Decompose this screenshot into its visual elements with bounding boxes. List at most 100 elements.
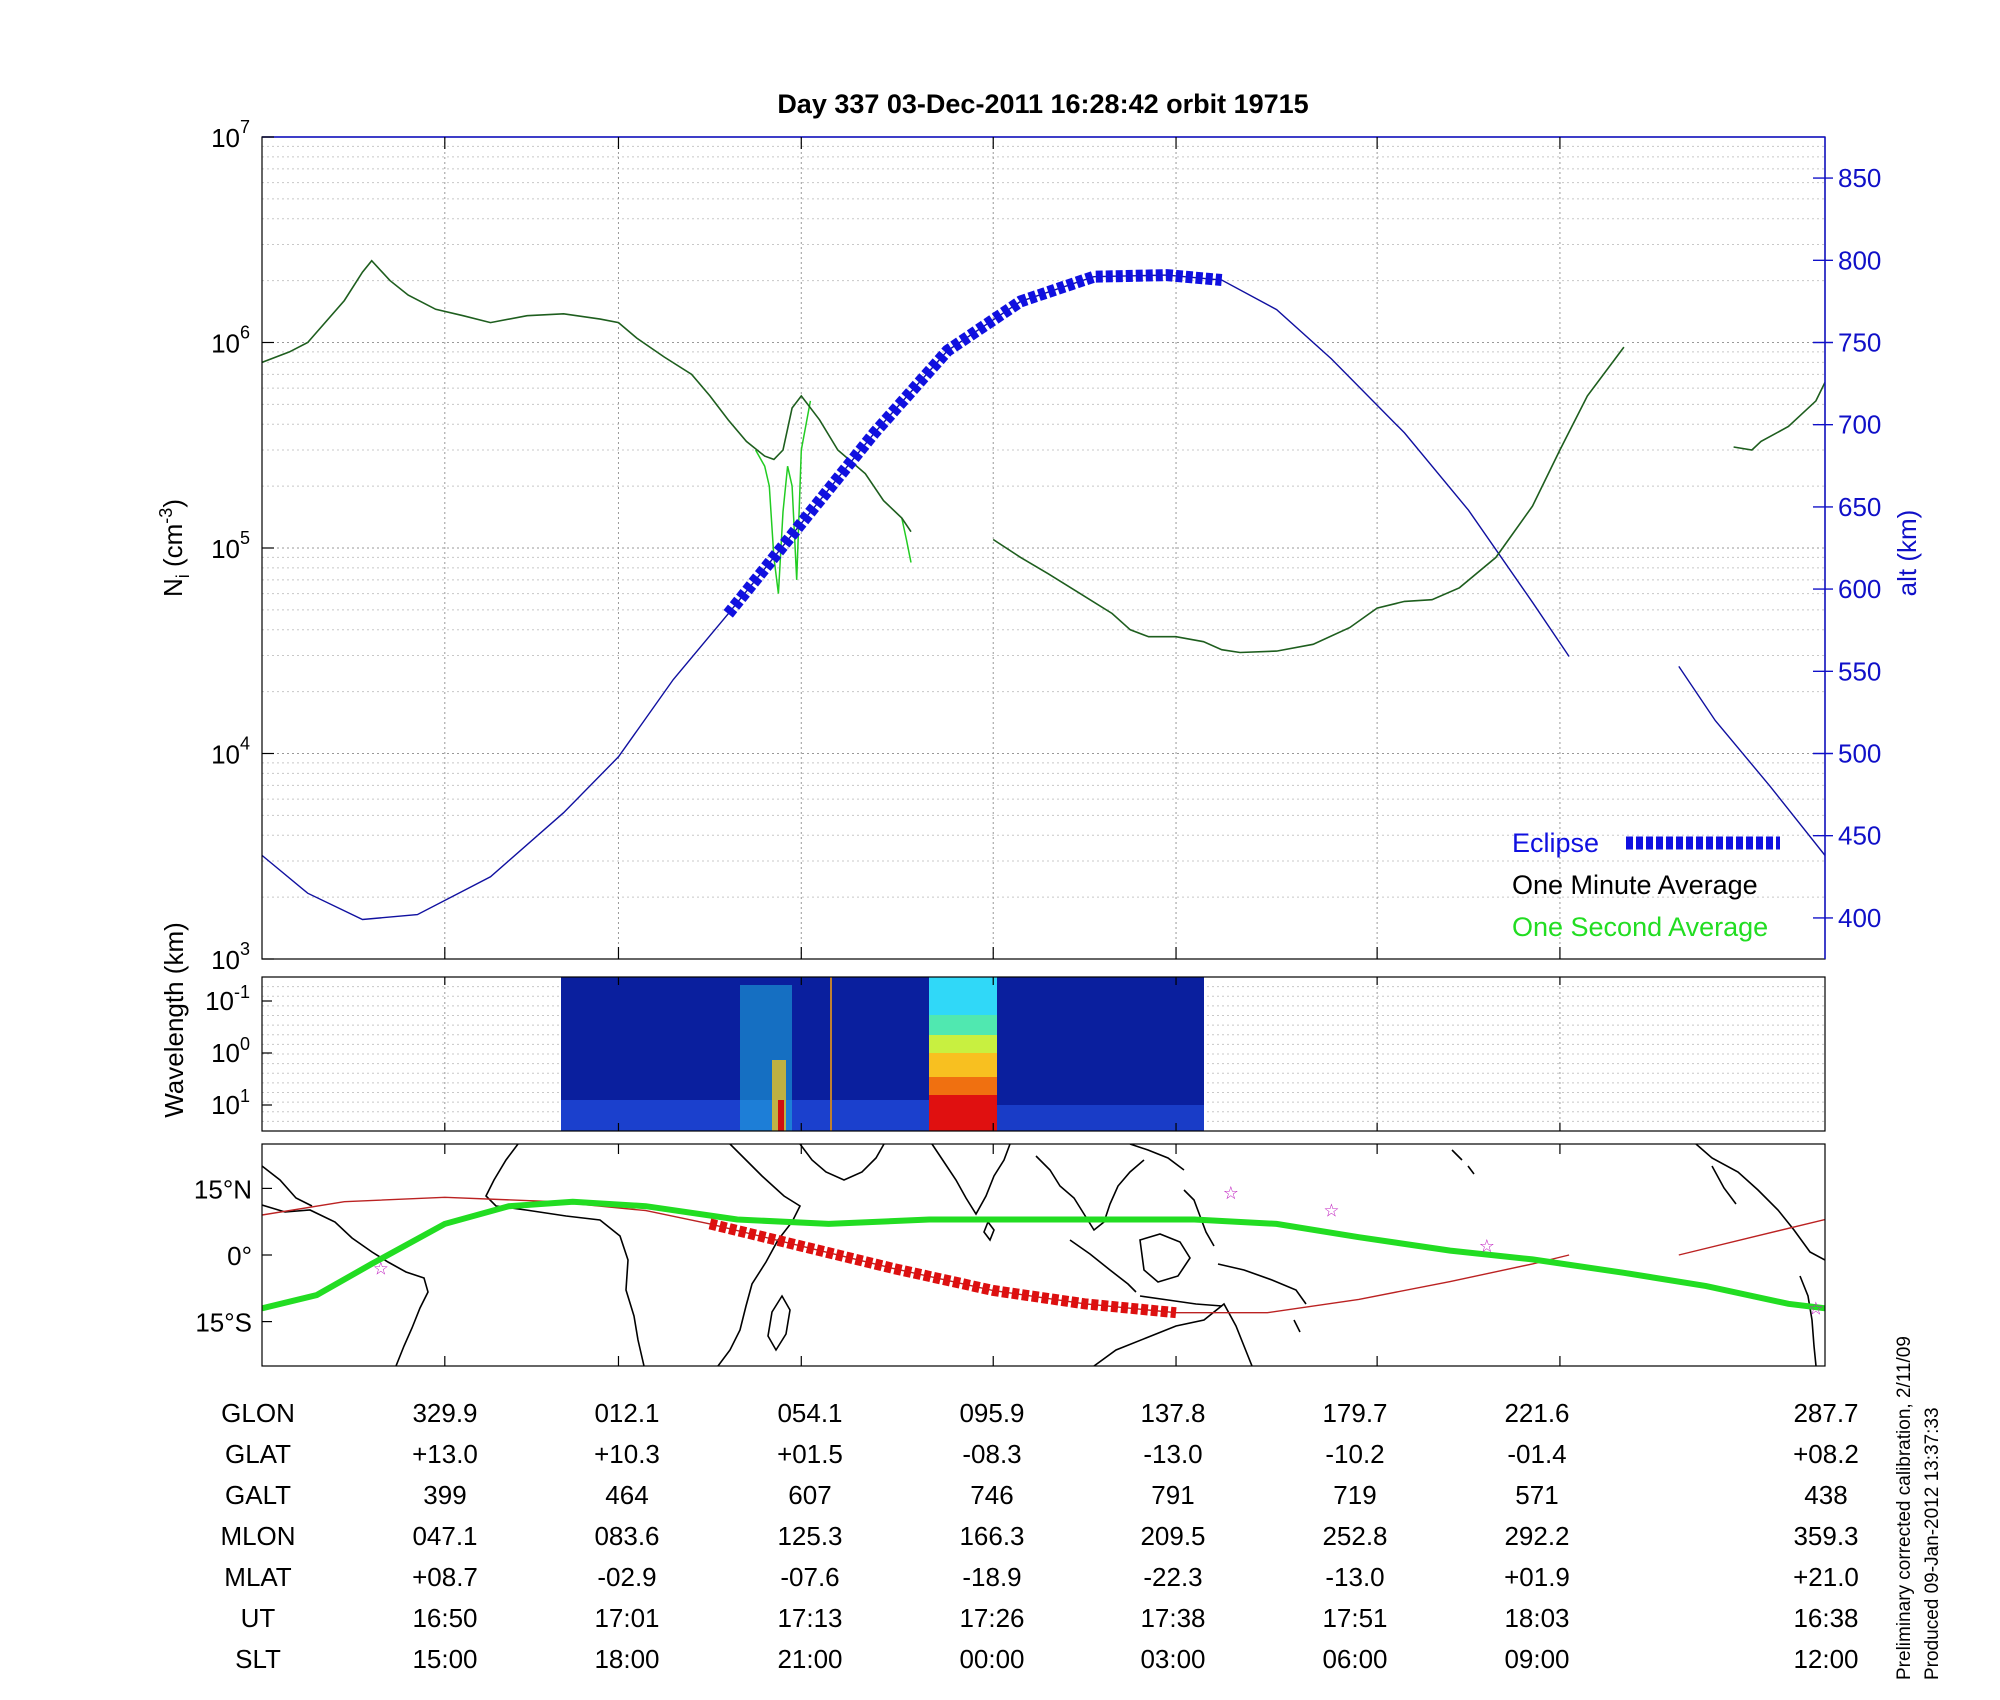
coast-arabia [799,1144,885,1181]
spectrogram-band-red [929,1095,997,1131]
altitude-tick-label: 500 [1838,739,1881,769]
coast-srilanka [983,1220,995,1242]
spectrogram-band-orange2 [929,1077,997,1095]
legend-eclipse: Eclipse [1512,828,1599,858]
density-y-label: Ni (cm-3) [156,499,193,597]
table-cell: 06:00 [1322,1644,1387,1674]
one-minute-line [992,346,1625,654]
wavelength-tick-label: 100 [211,1034,250,1068]
table-cell: 15:00 [412,1644,477,1674]
table-cell: 252.8 [1322,1521,1387,1551]
table-cell: 17:26 [959,1603,1024,1633]
table-cell: 012.1 [594,1398,659,1428]
table-cell: 329.9 [412,1398,477,1428]
tick-exponent: -1 [234,982,250,1002]
density-tick-label: 106 [211,323,250,359]
coast-java [1139,1295,1223,1307]
table-cell: 746 [970,1480,1013,1510]
latitude-tick-label: 0° [227,1241,252,1271]
chart-title: Day 337 03-Dec-2011 16:28:42 orbit 19715 [777,89,1308,119]
table-cell: -13.0 [1143,1439,1202,1469]
spectrogram-band-cyan [929,977,997,1015]
one-minute-line [262,259,912,533]
altitude-tick-label: 650 [1838,492,1881,522]
time-ticks [444,137,1561,1366]
table-cell: 464 [605,1480,648,1510]
table-cell: 209.5 [1140,1521,1205,1551]
altitude-tick-label: 800 [1838,245,1881,275]
legend: Eclipse One Minute Average One Second Av… [1512,828,1780,942]
coast-africa-west [485,1144,645,1366]
one-second-line [901,517,912,563]
spectrogram-band-orange [929,1053,997,1077]
density-y-label-unit: (cm [158,524,188,575]
altitude-tick-label: 750 [1838,328,1881,358]
spectrogram-frame [261,976,1826,1132]
tick-base: 10 [211,534,240,564]
table-cell: 719 [1333,1480,1376,1510]
table-cell: 095.9 [959,1398,1024,1428]
table-cell: -01.4 [1507,1439,1566,1469]
table-row-label: GALT [225,1480,291,1510]
table-cell: 18:00 [594,1644,659,1674]
table-cell: 12:00 [1793,1644,1858,1674]
coast-india [931,1144,1011,1216]
coast-new-guinea [1217,1263,1307,1305]
table-cell: 166.3 [959,1521,1024,1551]
produced-note: Produced 09-Jan-2012 13:37:33 [1922,1407,1943,1680]
table-cell: 125.3 [777,1521,842,1551]
coast-baja [1711,1165,1737,1205]
table-row-label: GLAT [225,1439,291,1469]
coast-central-america [262,1165,313,1207]
table-row-label: SLT [235,1644,281,1674]
table-cell: 03:00 [1140,1644,1205,1674]
tick-exponent: 3 [240,939,250,959]
star-icon: ☆ [1223,1183,1239,1203]
table-cell: 18:03 [1504,1603,1569,1633]
density-tick-label: 104 [211,734,250,770]
coast-australia [1093,1302,1253,1366]
table-cell: 21:00 [777,1644,842,1674]
density-tick-label: 107 [211,117,250,153]
coast-madagascar [767,1294,791,1352]
altitude-ticks: 400 450 500 550 600 650 700 750 800 850 [1813,163,1881,933]
legend-one-minute: One Minute Average [1512,870,1758,900]
altitude-tick-label: 700 [1838,410,1881,440]
star-icon: ☆ [1323,1201,1339,1221]
table-cell: 054.1 [777,1398,842,1428]
altitude-tick-label: 850 [1838,163,1881,193]
table-cell: -02.9 [597,1562,656,1592]
spectrogram-burst-red [778,1100,784,1131]
table-cell: -13.0 [1325,1562,1384,1592]
table-cell: 571 [1515,1480,1558,1510]
table-row-label: MLON [220,1521,295,1551]
table-cell: 179.7 [1322,1398,1387,1428]
coast-north-america [1695,1144,1825,1261]
tick-base: 10 [211,1038,240,1068]
table-row-label: GLON [221,1398,295,1428]
orbit-track-line [262,1196,1570,1314]
star-icon: ☆ [373,1258,389,1278]
star-icon: ☆ [1808,1298,1824,1318]
one-minute-line [1733,381,1825,451]
altitude-line [262,274,1570,921]
spectrogram-band-yellow [929,1035,997,1053]
altitude-tick-label: 400 [1838,903,1881,933]
tick-exponent: 6 [240,323,250,343]
density-tick-label: 103 [211,939,250,975]
density-y-label-close: ) [158,499,188,508]
orbit-track-line [1678,1218,1825,1256]
tick-exponent: 4 [240,734,250,754]
tick-base: 10 [211,1090,240,1120]
spectrogram-image [561,977,1204,1131]
altitude-tick-label: 450 [1838,821,1881,851]
table-cell: 791 [1151,1480,1194,1510]
table-cell: +10.3 [594,1439,660,1469]
density-y-label-sub: i [173,574,193,578]
density-y-label-base: N [158,578,188,597]
table-cell: 221.6 [1504,1398,1569,1428]
